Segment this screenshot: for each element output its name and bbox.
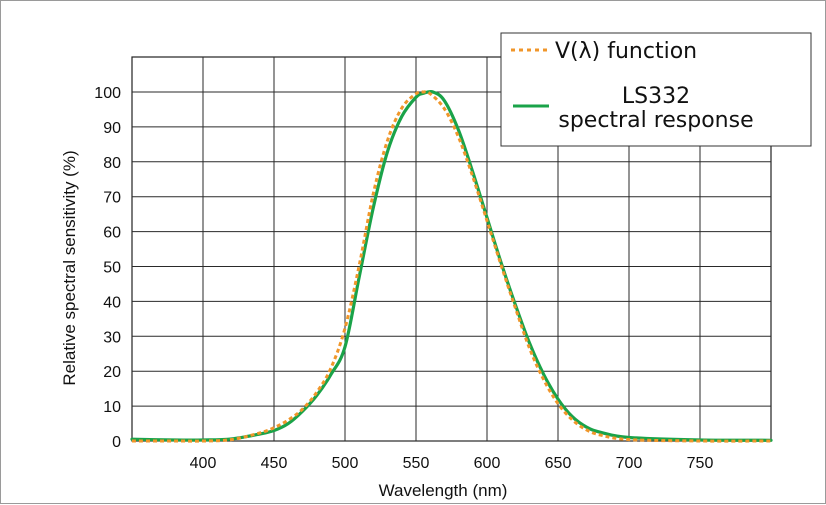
series-line-vlambda <box>132 90 772 443</box>
x-axis-label: Wavelength (nm) <box>379 481 508 500</box>
y-tick-label: 10 <box>103 399 121 416</box>
y-tick-label: 80 <box>103 155 121 172</box>
legend: V(λ) function LS332 spectral response <box>500 32 812 147</box>
y-tick-label: 30 <box>103 329 121 346</box>
y-tick-label: 70 <box>103 190 121 207</box>
y-axis-label: Relative spectral sensitivity (%) <box>60 150 79 385</box>
x-tick-label: 600 <box>474 455 501 472</box>
x-tick-label: 500 <box>332 455 359 472</box>
legend-label-ls332-line2: spectral response <box>558 108 753 133</box>
y-tick-label: 0 <box>112 434 121 451</box>
x-tick-label: 750 <box>687 455 714 472</box>
y-tick-label: 60 <box>103 225 121 242</box>
x-tick-label: 700 <box>616 455 643 472</box>
x-tick-label: 550 <box>403 455 430 472</box>
x-tick-label: 450 <box>261 455 288 472</box>
y-tick-label: 20 <box>103 364 121 381</box>
legend-box <box>500 32 812 147</box>
legend-label-vlambda: V(λ) function <box>555 39 697 64</box>
y-tick-label: 100 <box>94 85 121 102</box>
y-tick-label: 90 <box>103 120 121 137</box>
y-tick-label: 40 <box>103 294 121 311</box>
x-tick-label: 650 <box>545 455 572 472</box>
y-tick-label: 50 <box>103 260 121 277</box>
legend-label-ls332-line1: LS332 <box>622 84 690 109</box>
x-tick-label: 400 <box>190 455 217 472</box>
